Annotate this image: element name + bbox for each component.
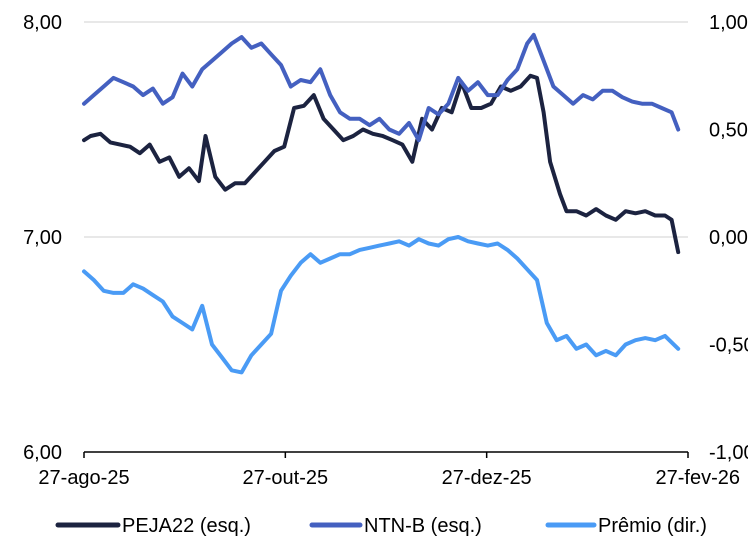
x-tick-label: 27-out-25 bbox=[243, 467, 329, 489]
y-right-tick-label: 0,50 bbox=[709, 120, 748, 142]
legend-label: NTN-B (esq.) bbox=[364, 515, 482, 537]
series-lines bbox=[82, 32, 681, 375]
series-line-1 bbox=[82, 73, 681, 255]
y-left-tick-label: 7,00 bbox=[23, 227, 62, 249]
legend-label: Prêmio (dir.) bbox=[598, 515, 707, 537]
gridlines bbox=[84, 21, 688, 238]
legend-label: PEJA22 (esq.) bbox=[122, 515, 251, 537]
legend: PEJA22 (esq.) NTN-B (esq.) Prêmio (dir.) bbox=[55, 515, 707, 537]
y-left-tick-label: 6,00 bbox=[23, 442, 62, 464]
y-right-tick-label: -0,50 bbox=[709, 335, 748, 357]
y-right-tick-label: 0,00 bbox=[709, 227, 748, 249]
y-right-tick-label: 1,00 bbox=[709, 12, 748, 34]
x-tick-label: 27-ago-25 bbox=[38, 467, 129, 489]
y-left-tick-label: 8,00 bbox=[23, 12, 62, 34]
series-line-3 bbox=[82, 235, 681, 375]
y-right-tick-label: -1,00 bbox=[709, 442, 748, 464]
x-tick-label: 27-fev-26 bbox=[656, 467, 741, 489]
series-line-2 bbox=[82, 32, 681, 143]
axes: 6,00 7,00 8,00 -1,00 -0,50 0,00 0,50 1,00 27-ago… bbox=[23, 12, 748, 489]
x-tick-label: 27-dez-25 bbox=[442, 467, 532, 489]
